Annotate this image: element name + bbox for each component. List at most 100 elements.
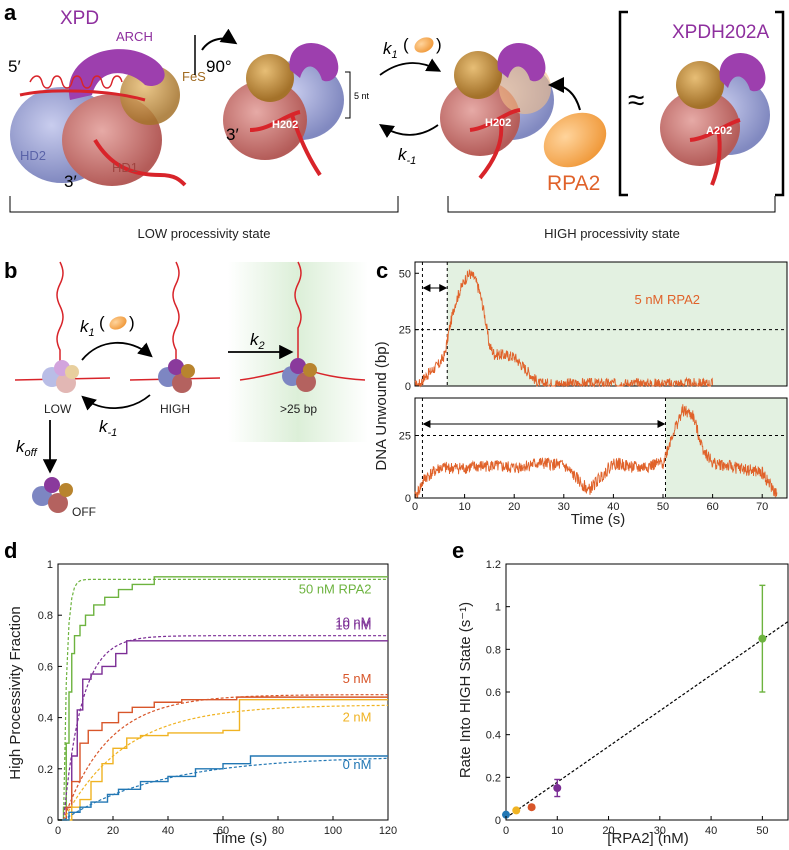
data-point-3 — [553, 784, 562, 792]
d-ylabel: High Processivity Fraction — [7, 606, 24, 779]
chart-c-bottom: 0 25 0 10 20 30 40 50 60 70 — [399, 397, 788, 513]
b-k1-label: k1 — [80, 317, 95, 339]
data-point-0 — [502, 810, 510, 819]
off-label: OFF — [72, 505, 96, 519]
series-fit-2 — [62, 694, 388, 821]
series-label-0: 10 nM — [335, 617, 371, 632]
x-tick-label: 20 — [602, 825, 614, 837]
hd2-label: HD2 — [20, 148, 46, 163]
plot-frame — [505, 563, 789, 821]
low-state-bracket — [9, 196, 399, 213]
arch-domain — [289, 43, 339, 82]
rpa2-protein — [543, 112, 607, 168]
y-tick-label: 25 — [399, 325, 411, 337]
fes-domain — [181, 364, 195, 378]
plot-frame — [414, 397, 788, 499]
unwinding-trace — [414, 404, 778, 499]
arch-label: ARCH — [116, 29, 153, 44]
panel-b: b LOW k1 ( ) k-1 HIGH k2 — [4, 258, 368, 519]
high-state-region — [447, 262, 787, 386]
x-tick-label: 100 — [324, 825, 342, 837]
dna-tail — [710, 127, 722, 186]
rotation-symbol — [194, 28, 238, 75]
panel-c-letter: c — [376, 258, 388, 283]
xpd-mutant-molecule — [660, 53, 770, 186]
dna-tail — [93, 138, 187, 187]
y-tick-label: 1 — [495, 602, 501, 614]
dna-strand — [19, 89, 146, 102]
series-label-1: 10 nM — [335, 615, 371, 630]
y-tick-label: 0.6 — [486, 687, 501, 699]
series-fit-4 — [63, 757, 388, 821]
y-tick-label: 0.6 — [38, 661, 53, 673]
panel-a-letter: a — [4, 0, 17, 25]
series-label-4: 0 nM — [343, 757, 372, 772]
x-tick-label: 120 — [379, 825, 397, 837]
fes-domain — [676, 61, 724, 109]
fes-label: FeS — [182, 69, 206, 84]
five-nt-label: 5 nt — [354, 91, 370, 101]
rpa2-binding-arrow — [548, 77, 581, 111]
panel-b-letter: b — [4, 258, 17, 283]
series-label-3: 2 nM — [343, 709, 372, 724]
rpa2-mini-icon — [414, 37, 434, 53]
panel-e: e 0 10 20 30 40 50 0 0.2 0.4 0.6 0.8 1 1.2 Rate Into… — [452, 538, 789, 847]
linear-fit — [505, 621, 789, 819]
b-k2-label: k2 — [250, 330, 265, 352]
arch-domain — [497, 43, 546, 82]
x-tick-label: 30 — [654, 825, 666, 837]
y-tick-label: 0 — [495, 815, 501, 827]
plot-frame — [57, 563, 389, 821]
y-tick-label: 0.2 — [38, 764, 53, 776]
panel-d-letter: d — [4, 538, 17, 563]
x-tick-label: 10 — [458, 501, 470, 513]
y-tick-label: 0.4 — [38, 713, 53, 725]
data-point-4 — [758, 634, 767, 643]
series-step-4 — [58, 755, 388, 821]
five-nt-bracket — [345, 71, 351, 119]
x-tick-label: 40 — [607, 501, 619, 513]
h202-label-right: H202 — [485, 117, 511, 129]
xpd-molecule-middle — [223, 43, 344, 177]
y-tick-label: 0 — [405, 493, 411, 505]
y-tick-label: 25 — [399, 431, 411, 443]
high-complex — [129, 261, 221, 393]
plot-frame — [414, 261, 788, 387]
xpd-molecule-right — [440, 43, 554, 180]
hd1-domain — [172, 373, 192, 393]
y-tick-label: 50 — [399, 268, 411, 280]
low-label: LOW — [44, 402, 72, 416]
fes-domain — [246, 54, 294, 102]
xpd-title: XPD — [60, 8, 99, 29]
d-xlabel: Time (s) — [213, 830, 267, 847]
x-tick-label: 50 — [657, 501, 669, 513]
series-label-2: 5 nM — [343, 671, 372, 686]
x-tick-label: 50 — [756, 825, 768, 837]
series-fit-0 — [62, 578, 388, 821]
unwinding-trace — [414, 269, 714, 388]
x-tick-label: 40 — [162, 825, 174, 837]
b-rpa2-icon — [109, 316, 127, 330]
high-state-bracket — [447, 196, 776, 213]
series-step-3 — [58, 698, 388, 821]
k1-label: k1 — [383, 39, 398, 61]
panel-a: a XPD ARCH FeS HD2 HD1 5′ 3′ 90° — [4, 0, 785, 241]
arch-domain — [168, 359, 184, 375]
x-tick-label: 30 — [558, 501, 570, 513]
off-complex — [32, 477, 73, 513]
y-tick-label: 0.8 — [38, 610, 53, 622]
dna-strand — [249, 110, 301, 132]
series-label-0b: 50 nM RPA2 — [299, 581, 372, 596]
dna-tail — [290, 114, 322, 177]
xpd-molecule-left — [10, 49, 187, 187]
three-prime-label: 3′ — [64, 172, 77, 191]
gt25-label: >25 bp — [280, 402, 317, 416]
y-tick-label: 0.2 — [486, 772, 501, 784]
series-fit-1 — [62, 635, 388, 821]
x-tick-label: 60 — [706, 501, 718, 513]
dna-strand — [469, 108, 521, 132]
e-ylabel: Rate Into HIGH State (s⁻¹) — [457, 602, 474, 778]
dna-tail — [478, 117, 504, 180]
